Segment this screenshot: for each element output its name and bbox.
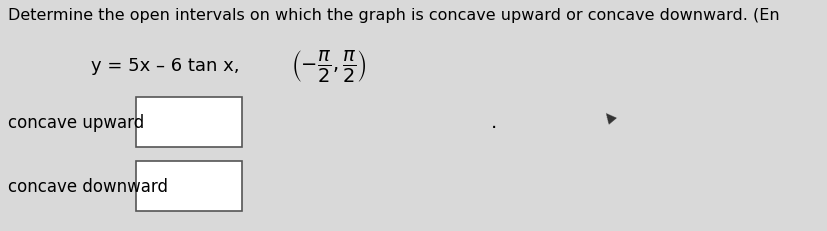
Text: ▲: ▲ <box>600 107 617 124</box>
Text: Determine the open intervals on which the graph is concave upward or concave dow: Determine the open intervals on which th… <box>8 8 779 23</box>
Text: concave upward: concave upward <box>8 113 145 131</box>
Text: y = 5x – 6 tan x,: y = 5x – 6 tan x, <box>91 56 239 74</box>
FancyBboxPatch shape <box>136 161 242 211</box>
FancyBboxPatch shape <box>136 97 242 147</box>
Text: concave downward: concave downward <box>8 177 168 195</box>
Text: $\left(-\dfrac{\pi}{2},\dfrac{\pi}{2}\right)$: $\left(-\dfrac{\pi}{2},\dfrac{\pi}{2}\ri… <box>290 47 366 83</box>
Text: .: . <box>490 113 496 132</box>
